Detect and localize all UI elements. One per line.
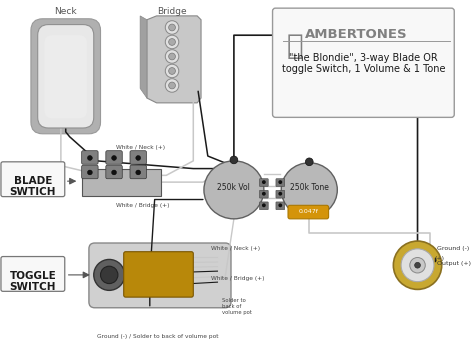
- FancyBboxPatch shape: [31, 19, 100, 134]
- Circle shape: [278, 203, 282, 207]
- FancyBboxPatch shape: [276, 190, 284, 198]
- Text: White / Bridge (+): White / Bridge (+): [211, 276, 264, 281]
- Text: Ground (-): Ground (-): [437, 246, 469, 251]
- Circle shape: [262, 180, 266, 184]
- Circle shape: [136, 156, 141, 161]
- Text: Solder to
back of
volume pot: Solder to back of volume pot: [222, 298, 252, 316]
- FancyBboxPatch shape: [1, 162, 65, 197]
- Polygon shape: [147, 16, 201, 103]
- FancyBboxPatch shape: [82, 151, 98, 164]
- FancyBboxPatch shape: [1, 256, 65, 291]
- Circle shape: [100, 266, 118, 284]
- Circle shape: [169, 82, 175, 89]
- Circle shape: [88, 170, 92, 175]
- Text: SWTICH: SWTICH: [9, 187, 56, 197]
- Text: SWITCH: SWITCH: [9, 282, 56, 292]
- Circle shape: [262, 192, 266, 195]
- Text: White / Neck (+): White / Neck (+): [116, 145, 165, 150]
- Circle shape: [401, 249, 434, 282]
- Text: TOGGLE: TOGGLE: [9, 271, 56, 281]
- Circle shape: [262, 203, 266, 207]
- FancyBboxPatch shape: [276, 179, 284, 186]
- Circle shape: [112, 156, 117, 161]
- Circle shape: [165, 50, 179, 63]
- Circle shape: [169, 67, 175, 74]
- Bar: [82, 169, 162, 195]
- Text: Bridge: Bridge: [157, 7, 187, 16]
- Ellipse shape: [204, 161, 264, 219]
- Circle shape: [88, 156, 92, 161]
- Text: ℒ: ℒ: [287, 33, 304, 60]
- Text: 250k Vol: 250k Vol: [218, 183, 250, 192]
- FancyBboxPatch shape: [130, 151, 146, 164]
- Circle shape: [393, 241, 442, 289]
- Circle shape: [165, 35, 179, 49]
- Text: BLADE: BLADE: [14, 176, 52, 186]
- Text: Neck: Neck: [55, 7, 77, 16]
- FancyBboxPatch shape: [82, 165, 98, 179]
- FancyBboxPatch shape: [276, 202, 284, 210]
- Text: White / Bridge (+): White / Bridge (+): [116, 203, 170, 208]
- FancyBboxPatch shape: [106, 165, 122, 179]
- Text: (+): (+): [435, 256, 445, 261]
- Text: "the Blondie", 3-way Blade OR: "the Blondie", 3-way Blade OR: [289, 53, 438, 63]
- FancyBboxPatch shape: [259, 179, 268, 186]
- Circle shape: [136, 170, 141, 175]
- Circle shape: [230, 156, 238, 164]
- Ellipse shape: [281, 163, 337, 217]
- FancyBboxPatch shape: [273, 8, 454, 117]
- FancyBboxPatch shape: [38, 25, 94, 128]
- Circle shape: [278, 192, 282, 195]
- Circle shape: [305, 158, 313, 166]
- Text: White / Neck (+): White / Neck (+): [211, 246, 260, 251]
- Circle shape: [410, 257, 425, 273]
- Text: toggle Switch, 1 Volume & 1 Tone: toggle Switch, 1 Volume & 1 Tone: [282, 64, 445, 74]
- Text: 250k Tone: 250k Tone: [290, 183, 329, 192]
- Circle shape: [165, 79, 179, 92]
- Circle shape: [169, 39, 175, 45]
- Circle shape: [165, 64, 179, 78]
- FancyBboxPatch shape: [89, 243, 231, 308]
- Circle shape: [165, 21, 179, 34]
- FancyBboxPatch shape: [259, 202, 268, 210]
- Circle shape: [169, 53, 175, 60]
- Circle shape: [278, 180, 282, 184]
- Circle shape: [94, 260, 125, 290]
- Text: Output (+): Output (+): [437, 261, 471, 266]
- FancyBboxPatch shape: [130, 165, 146, 179]
- FancyBboxPatch shape: [288, 205, 328, 219]
- Text: 0.047f: 0.047f: [298, 209, 318, 213]
- Text: AMBERTONES: AMBERTONES: [305, 28, 408, 42]
- Text: Ground (-) / Solder to back of volume pot: Ground (-) / Solder to back of volume po…: [97, 334, 218, 339]
- Circle shape: [415, 262, 420, 268]
- Circle shape: [169, 24, 175, 31]
- Polygon shape: [140, 16, 147, 98]
- FancyBboxPatch shape: [45, 35, 87, 118]
- FancyBboxPatch shape: [106, 151, 122, 164]
- FancyBboxPatch shape: [259, 190, 268, 198]
- Circle shape: [112, 170, 117, 175]
- FancyBboxPatch shape: [124, 252, 193, 297]
